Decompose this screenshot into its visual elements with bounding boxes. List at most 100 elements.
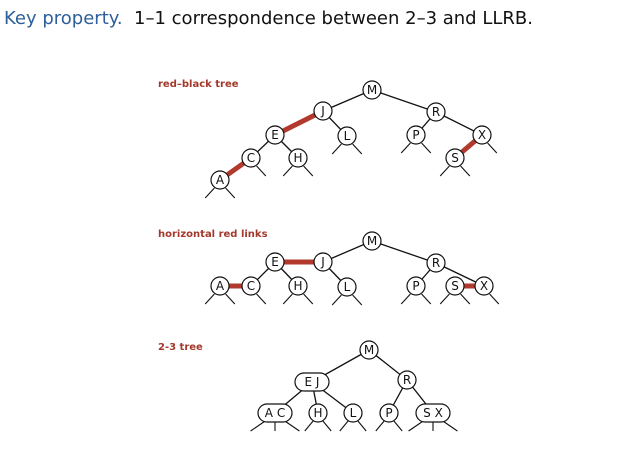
node-key: C — [247, 151, 255, 165]
node-circle — [474, 276, 494, 296]
red-black-tree-label: red–black tree — [158, 79, 239, 90]
null-link — [352, 143, 363, 155]
node-key: R — [403, 373, 411, 387]
tree-node: H — [288, 148, 308, 168]
tree-node: M — [359, 340, 379, 360]
node-key: L — [350, 406, 357, 420]
black-link-M-R — [371, 240, 437, 264]
null-link — [408, 420, 424, 432]
horizontal-red-links-label: horizontal red links — [158, 229, 268, 240]
node-circle — [426, 253, 446, 273]
tree-node: L — [343, 403, 363, 423]
node-circle — [406, 125, 426, 145]
node-key: A — [216, 173, 225, 187]
black-link-M-R — [371, 89, 437, 113]
node-key: S — [451, 151, 459, 165]
tree-node: M — [362, 80, 382, 100]
node-circle — [288, 148, 308, 168]
tree-node: L — [337, 277, 357, 297]
null-link — [322, 420, 332, 432]
node-key: E J — [305, 375, 320, 389]
node-key: J — [320, 104, 325, 118]
two-three-tree-diagram: 2-3 tree M E J R A C H L P S X — [158, 340, 458, 432]
tree-node: A — [210, 170, 230, 190]
node-circle — [362, 231, 382, 251]
tree-node: E — [265, 125, 285, 145]
null-link — [339, 420, 349, 432]
null-link — [204, 187, 215, 199]
node-key: M — [367, 83, 377, 97]
node-key: E — [271, 255, 279, 269]
node-circle — [257, 403, 293, 423]
tree-node: A — [210, 276, 230, 296]
null-link — [375, 420, 385, 432]
null-link — [225, 293, 236, 305]
node-circle — [406, 276, 426, 296]
null-link — [282, 293, 293, 305]
null-link — [442, 420, 458, 432]
red-black-tree-null-links — [204, 142, 498, 199]
null-link — [487, 142, 498, 154]
null-link — [284, 420, 300, 432]
null-link — [331, 294, 342, 306]
node-circle — [397, 370, 417, 390]
node-circle — [288, 276, 308, 296]
node-key: R — [432, 105, 440, 119]
node-circle — [241, 148, 261, 168]
null-link — [204, 293, 215, 305]
node-circle — [415, 403, 451, 423]
node-circle — [313, 101, 333, 121]
node-key: R — [432, 256, 440, 270]
null-link — [400, 142, 411, 154]
null-link — [331, 143, 342, 155]
null-link — [393, 420, 403, 432]
null-link — [303, 293, 314, 305]
node-circle — [379, 403, 399, 423]
node-key: P — [412, 279, 419, 293]
node-key: J — [320, 255, 325, 269]
node-circle — [362, 80, 382, 100]
null-link — [421, 293, 432, 305]
tree-node: M — [362, 231, 382, 251]
node-key: S X — [423, 406, 443, 420]
node-circle — [294, 372, 330, 392]
two-three-tree-null-links — [250, 420, 458, 432]
null-link — [400, 293, 411, 305]
tree-node: A C — [257, 403, 293, 423]
null-link — [439, 293, 450, 305]
horizontal-red-links-null-links — [204, 293, 500, 306]
tree-node: C — [241, 148, 261, 168]
node-key: H — [293, 151, 302, 165]
node-circle — [241, 276, 261, 296]
tree-node: L — [337, 126, 357, 146]
node-circle — [210, 170, 230, 190]
null-link — [225, 187, 236, 199]
node-key: P — [412, 128, 419, 142]
node-key: X — [480, 279, 488, 293]
tree-node: J — [313, 252, 333, 272]
null-link — [303, 165, 314, 177]
node-key: L — [344, 129, 351, 143]
null-link — [421, 142, 432, 154]
heading-accent: Key property. — [4, 8, 123, 29]
node-circle — [313, 252, 333, 272]
null-link — [489, 293, 500, 305]
null-link — [250, 420, 266, 432]
node-circle — [308, 403, 328, 423]
node-key: P — [385, 406, 392, 420]
tree-node: C — [241, 276, 261, 296]
tree-node: H — [308, 403, 328, 423]
null-link — [256, 165, 267, 177]
node-circle — [210, 276, 230, 296]
node-key: A — [216, 279, 225, 293]
node-key: E — [271, 128, 279, 142]
node-key: M — [367, 234, 377, 248]
null-link — [304, 420, 314, 432]
two-three-tree-label: 2-3 tree — [158, 342, 203, 353]
node-key: S — [451, 279, 459, 293]
node-circle — [337, 126, 357, 146]
node-key: M — [364, 343, 374, 357]
node-key: L — [344, 280, 351, 294]
node-circle — [445, 148, 465, 168]
